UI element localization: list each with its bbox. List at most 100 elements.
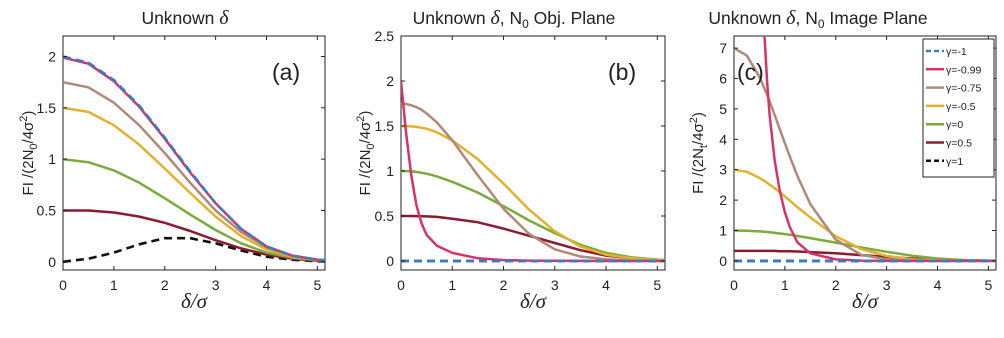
y-tick-label: 1.5 bbox=[375, 118, 395, 134]
series-group bbox=[63, 55, 325, 264]
panel-label: (c) bbox=[737, 59, 764, 85]
y-label-subscript: t bbox=[698, 145, 710, 148]
x-tick-label: 4 bbox=[263, 277, 271, 293]
y-tick-label: 7 bbox=[719, 40, 727, 56]
y-axis-label: FI /(2N0/4σ2) bbox=[355, 111, 377, 196]
legend: γ=-1 γ=-0.99 γ=-0.75 γ=-0.5 γ=0 γ=0.5 γ=1 bbox=[922, 38, 995, 178]
x-tick-label: 2 bbox=[832, 277, 840, 293]
panel-label: (a) bbox=[272, 59, 300, 85]
x-tick-label: 0 bbox=[397, 277, 405, 293]
y-label-part: /4σ bbox=[690, 122, 707, 145]
y-tick-label: 6 bbox=[719, 71, 727, 87]
series-group bbox=[401, 80, 665, 263]
x-axis-label: δ/σ bbox=[852, 289, 880, 313]
y-label-superscript: 2 bbox=[18, 116, 30, 122]
legend-item: γ=-1 bbox=[926, 46, 967, 58]
title-delta: δ bbox=[219, 7, 229, 29]
legend-label: γ=-0.5 bbox=[946, 101, 976, 113]
x-axis-label: δ/σ bbox=[181, 289, 209, 313]
plot-area bbox=[400, 35, 666, 271]
y-label-subscript: 0 bbox=[28, 143, 40, 149]
title-subscript: 0 bbox=[818, 17, 825, 31]
legend-label: γ=-0.99 bbox=[946, 64, 981, 76]
title-text-part: Image Plane bbox=[825, 8, 928, 28]
legend-label: γ=-0.75 bbox=[946, 83, 981, 95]
legend-box bbox=[922, 38, 995, 178]
legend-item: γ=-0.5 bbox=[926, 101, 976, 113]
y-label-subscript: 0 bbox=[365, 143, 377, 149]
y-label-part: FI /(2N bbox=[690, 148, 707, 194]
legend-label: γ=0.5 bbox=[946, 138, 972, 150]
title-text-part: Unknown bbox=[413, 8, 491, 28]
chart-title: Unknown δ, N0 Image Plane bbox=[708, 7, 927, 31]
chart-title: Unknown δ, N0 Obj. Plane bbox=[413, 7, 616, 31]
x-tick-label: 1 bbox=[110, 277, 118, 293]
y-label-part: ) bbox=[357, 111, 374, 116]
x-tick-label: 2 bbox=[500, 277, 508, 293]
y-label-part: ) bbox=[20, 111, 37, 116]
legend-label: γ=1 bbox=[946, 156, 963, 168]
y-tick-label: 0.5 bbox=[37, 202, 57, 218]
y-label-part: /4σ bbox=[20, 121, 37, 144]
x-axis-label: δ/σ bbox=[520, 289, 548, 313]
chart-title: Unknown δ bbox=[141, 7, 229, 29]
y-label-part: FI /(2N bbox=[357, 150, 374, 196]
x-tick-label: 3 bbox=[883, 277, 891, 293]
series-group bbox=[734, 36, 996, 263]
x-tick-label: 1 bbox=[781, 277, 789, 293]
series-line bbox=[63, 55, 325, 262]
title-delta: δ bbox=[490, 7, 500, 29]
y-axis-label: FI /(2Nt/4σ2) bbox=[688, 112, 710, 194]
y-label-part: FI /(2N bbox=[20, 150, 37, 196]
title-text-part: Unknown bbox=[141, 8, 219, 28]
y-tick-label: 1 bbox=[48, 151, 56, 167]
y-tick-label: 0 bbox=[719, 253, 727, 269]
y-tick-label: 0 bbox=[48, 254, 56, 270]
legend-item: γ=1 bbox=[926, 156, 963, 168]
y-axis-label: FI /(2N0/4σ2) bbox=[18, 111, 40, 196]
x-tick-label: 5 bbox=[984, 277, 992, 293]
x-tick-label: 5 bbox=[653, 277, 661, 293]
legend-item: γ=0.5 bbox=[926, 138, 972, 150]
series-line bbox=[401, 124, 665, 262]
y-tick-label: 1 bbox=[386, 163, 394, 179]
title-delta: δ bbox=[786, 7, 796, 29]
x-tick-label: 4 bbox=[602, 277, 610, 293]
title-text-part: Obj. Plane bbox=[529, 8, 616, 28]
x-tick-label: 1 bbox=[448, 277, 456, 293]
series-line bbox=[401, 102, 665, 263]
title-subscript: 0 bbox=[522, 17, 529, 31]
x-tick-label: 5 bbox=[313, 277, 321, 293]
y-label-superscript: 2 bbox=[355, 116, 367, 122]
x-tick-label: 2 bbox=[161, 277, 169, 293]
legend-item: γ=-0.75 bbox=[926, 83, 981, 95]
y-tick-label: 3 bbox=[719, 162, 727, 178]
y-tick-label: 2 bbox=[719, 192, 727, 208]
y-tick-label: 2 bbox=[386, 73, 394, 89]
legend-item: γ=-0.99 bbox=[926, 64, 981, 76]
title-text-part: , N bbox=[795, 8, 817, 28]
y-label-superscript: 2 bbox=[688, 117, 700, 123]
y-label-part: ) bbox=[690, 112, 707, 117]
legend-label: γ=-1 bbox=[946, 46, 967, 58]
y-tick-label: 4 bbox=[719, 131, 727, 147]
y-tick-label: 0.5 bbox=[375, 208, 395, 224]
y-tick-label: 5 bbox=[719, 101, 727, 117]
x-tick-label: 0 bbox=[730, 277, 738, 293]
x-tick-label: 0 bbox=[59, 277, 67, 293]
y-tick-label: 2 bbox=[48, 49, 56, 65]
y-tick-label: 1.5 bbox=[37, 100, 57, 116]
title-text-part: , N bbox=[500, 8, 522, 28]
x-tick-label: 4 bbox=[934, 277, 942, 293]
y-tick-label: 0 bbox=[386, 253, 394, 269]
y-tick-label: 1 bbox=[719, 222, 727, 238]
legend-item: γ=0 bbox=[926, 119, 963, 131]
x-tick-label: 3 bbox=[212, 277, 220, 293]
x-tick-label: 3 bbox=[551, 277, 559, 293]
y-tick-label: 2.5 bbox=[375, 28, 395, 44]
legend-label: γ=0 bbox=[946, 119, 963, 131]
y-label-part: /4σ bbox=[357, 121, 374, 144]
